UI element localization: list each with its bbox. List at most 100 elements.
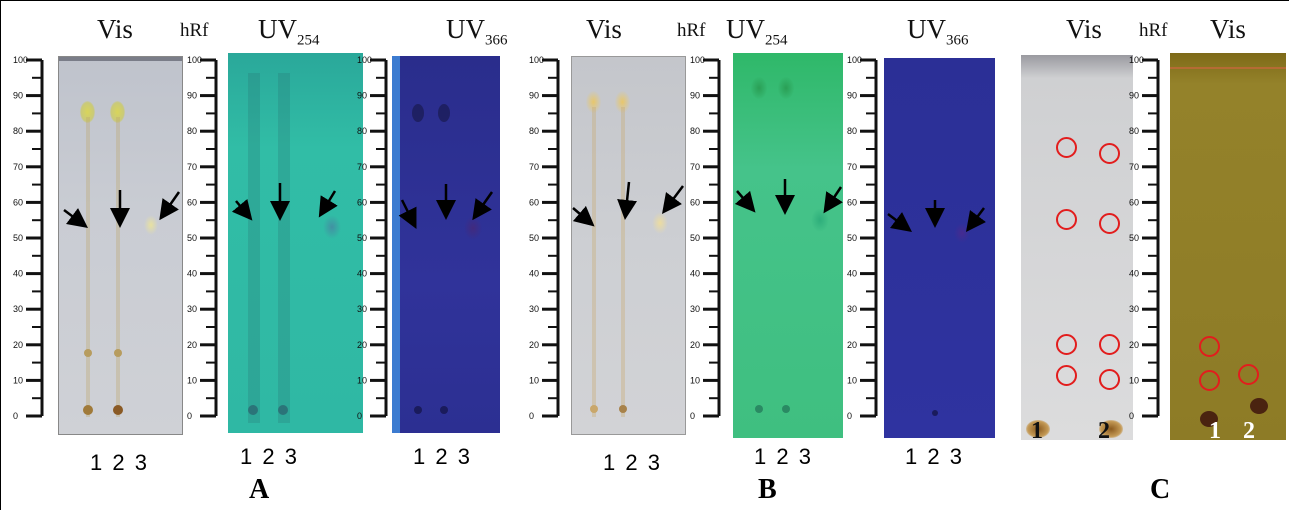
ruler-tick-label: 70 <box>357 162 367 172</box>
circle-c2-1-10 <box>1199 370 1220 391</box>
header-vis-c2: Vis <box>1210 14 1246 44</box>
panel-label-c: C <box>1150 474 1171 505</box>
ruler-tick-label: 60 <box>13 197 23 207</box>
plate-a-vis <box>58 56 183 435</box>
arrows-b-uv366 <box>887 200 986 232</box>
ruler-tick-label: 30 <box>13 304 23 314</box>
lane-numbers-b-vis: 1 2 3 <box>603 450 662 475</box>
ruler-tick-label: 90 <box>187 91 197 101</box>
ruler-tick-label: 80 <box>690 126 700 136</box>
ruler-a2: 0 10 20 30 40 50 60 70 80 90 100 <box>187 55 218 421</box>
ruler-tick-label: 30 <box>847 304 857 314</box>
ruler-tick-label: 0 <box>13 411 18 421</box>
ruler-tick-label: 80 <box>529 126 539 136</box>
ruler-tick-label: 80 <box>13 126 23 136</box>
ruler-a3: 0 10 20 30 40 50 60 70 80 90 100 <box>357 55 388 421</box>
plate-b-uv366 <box>884 58 995 438</box>
ruler-tick-label: 10 <box>1129 375 1139 385</box>
header-hrf-a: hRf <box>180 20 209 41</box>
ruler-tick-label: 50 <box>690 233 700 243</box>
ruler-tick-label: 70 <box>529 162 539 172</box>
circle-c-2-55 <box>1099 213 1120 234</box>
arrow <box>63 208 88 228</box>
arrows-a-uv366 <box>398 184 494 229</box>
ruler-tick-label: 50 <box>847 233 857 243</box>
arrows-a-uv254 <box>231 183 338 221</box>
lane-numbers-a-uv366: 1 2 3 <box>413 444 472 469</box>
lane-numbers-a-vis: 1 2 3 <box>90 450 149 475</box>
ruler-tick-label: 20 <box>13 340 23 350</box>
ruler-tick-label: 70 <box>13 162 23 172</box>
header-hrf-c: hRf <box>1139 20 1168 41</box>
ruler-tick-label: 90 <box>1129 91 1139 101</box>
arrow <box>966 207 986 232</box>
ruler-tick-label: 80 <box>847 126 857 136</box>
arrow <box>662 185 684 214</box>
ruler-tick-label: 70 <box>187 162 197 172</box>
ruler-tick-label: 0 <box>847 411 852 421</box>
arrows-a-vis <box>63 190 181 228</box>
ruler-tick-label: 30 <box>1129 304 1139 314</box>
ruler-tick-label: 80 <box>1129 126 1139 136</box>
header-hrf-b: hRf <box>677 20 706 41</box>
header-uv254-a: UV254 <box>258 14 320 49</box>
ruler-tick-label: 50 <box>1129 233 1139 243</box>
plate-a-uv254 <box>228 53 363 433</box>
ruler-tick-label: 20 <box>529 340 539 350</box>
ruler-tick-label: 90 <box>357 91 367 101</box>
ruler-tick-label: 10 <box>690 375 700 385</box>
circle-c2-2-10 <box>1238 364 1259 385</box>
arrow <box>887 212 912 232</box>
ruler-tick-label: 50 <box>529 233 539 243</box>
arrows-b-uv254 <box>734 179 843 215</box>
ruler-tick-label: 0 <box>1129 411 1134 421</box>
circle-c-2-75 <box>1099 143 1120 164</box>
lane-c-vis-1: 1 <box>1031 418 1043 444</box>
plate-b-uv254 <box>733 53 843 438</box>
ruler-tick-label: 60 <box>690 197 700 207</box>
ruler-b1: 0 10 20 30 40 50 60 70 80 90 100 <box>529 55 560 421</box>
ruler-tick-label: 30 <box>357 304 367 314</box>
ruler-tick-label: 100 <box>847 55 862 65</box>
lane-c-colored-2: 2 <box>1243 418 1255 444</box>
ruler-tick-label: 20 <box>847 340 857 350</box>
ruler-tick-label: 50 <box>187 233 197 243</box>
arrows-b-vis <box>572 181 684 227</box>
ruler-tick-label: 50 <box>13 233 23 243</box>
header-uv366-b: UV366 <box>907 14 969 49</box>
plate-a-uv366 <box>392 56 500 433</box>
ruler-tick-label: 10 <box>13 375 23 385</box>
lane-c-vis-2: 2 <box>1098 418 1110 444</box>
header-vis-c1: Vis <box>1066 14 1102 44</box>
arrow <box>318 190 338 218</box>
ruler-tick-label: 30 <box>529 304 539 314</box>
ruler-tick-label: 60 <box>847 197 857 207</box>
arrow <box>572 205 595 227</box>
ruler-tick-label: 30 <box>690 304 700 314</box>
header-vis-a: Vis <box>97 14 133 44</box>
ruler-tick-label: 40 <box>13 269 23 279</box>
plate-c-colored <box>1170 53 1286 440</box>
ruler-tick-label: 80 <box>357 126 367 136</box>
ruler-tick-label: 100 <box>529 55 544 65</box>
ruler-tick-label: 70 <box>690 162 700 172</box>
ruler-tick-label: 90 <box>847 91 857 101</box>
ruler-c: 0 10 20 30 40 50 60 70 80 90 100 <box>1129 55 1160 421</box>
circle-c-1-20 <box>1056 334 1077 355</box>
panel-label-b: B <box>758 474 777 505</box>
arrow <box>231 198 253 221</box>
arrow <box>823 186 843 214</box>
ruler-tick-label: 20 <box>690 340 700 350</box>
ruler-tick-label: 90 <box>13 91 23 101</box>
ruler-tick-label: 100 <box>187 55 202 65</box>
ruler-tick-label: 70 <box>847 162 857 172</box>
ruler-tick-label: 40 <box>357 269 367 279</box>
ruler-tick-label: 0 <box>690 411 695 421</box>
ruler-a1: 0 10 20 30 40 50 60 70 80 90 100 <box>13 55 44 421</box>
arrow <box>617 181 638 220</box>
ruler-tick-label: 100 <box>357 55 372 65</box>
ruler-tick-label: 20 <box>357 340 367 350</box>
ruler-tick-label: 100 <box>13 55 28 65</box>
lane-c-colored-1: 1 <box>1209 418 1221 444</box>
